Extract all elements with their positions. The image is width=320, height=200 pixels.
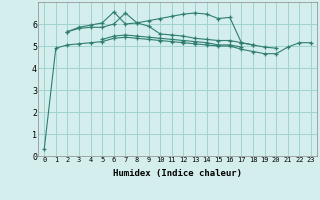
X-axis label: Humidex (Indice chaleur): Humidex (Indice chaleur) — [113, 169, 242, 178]
